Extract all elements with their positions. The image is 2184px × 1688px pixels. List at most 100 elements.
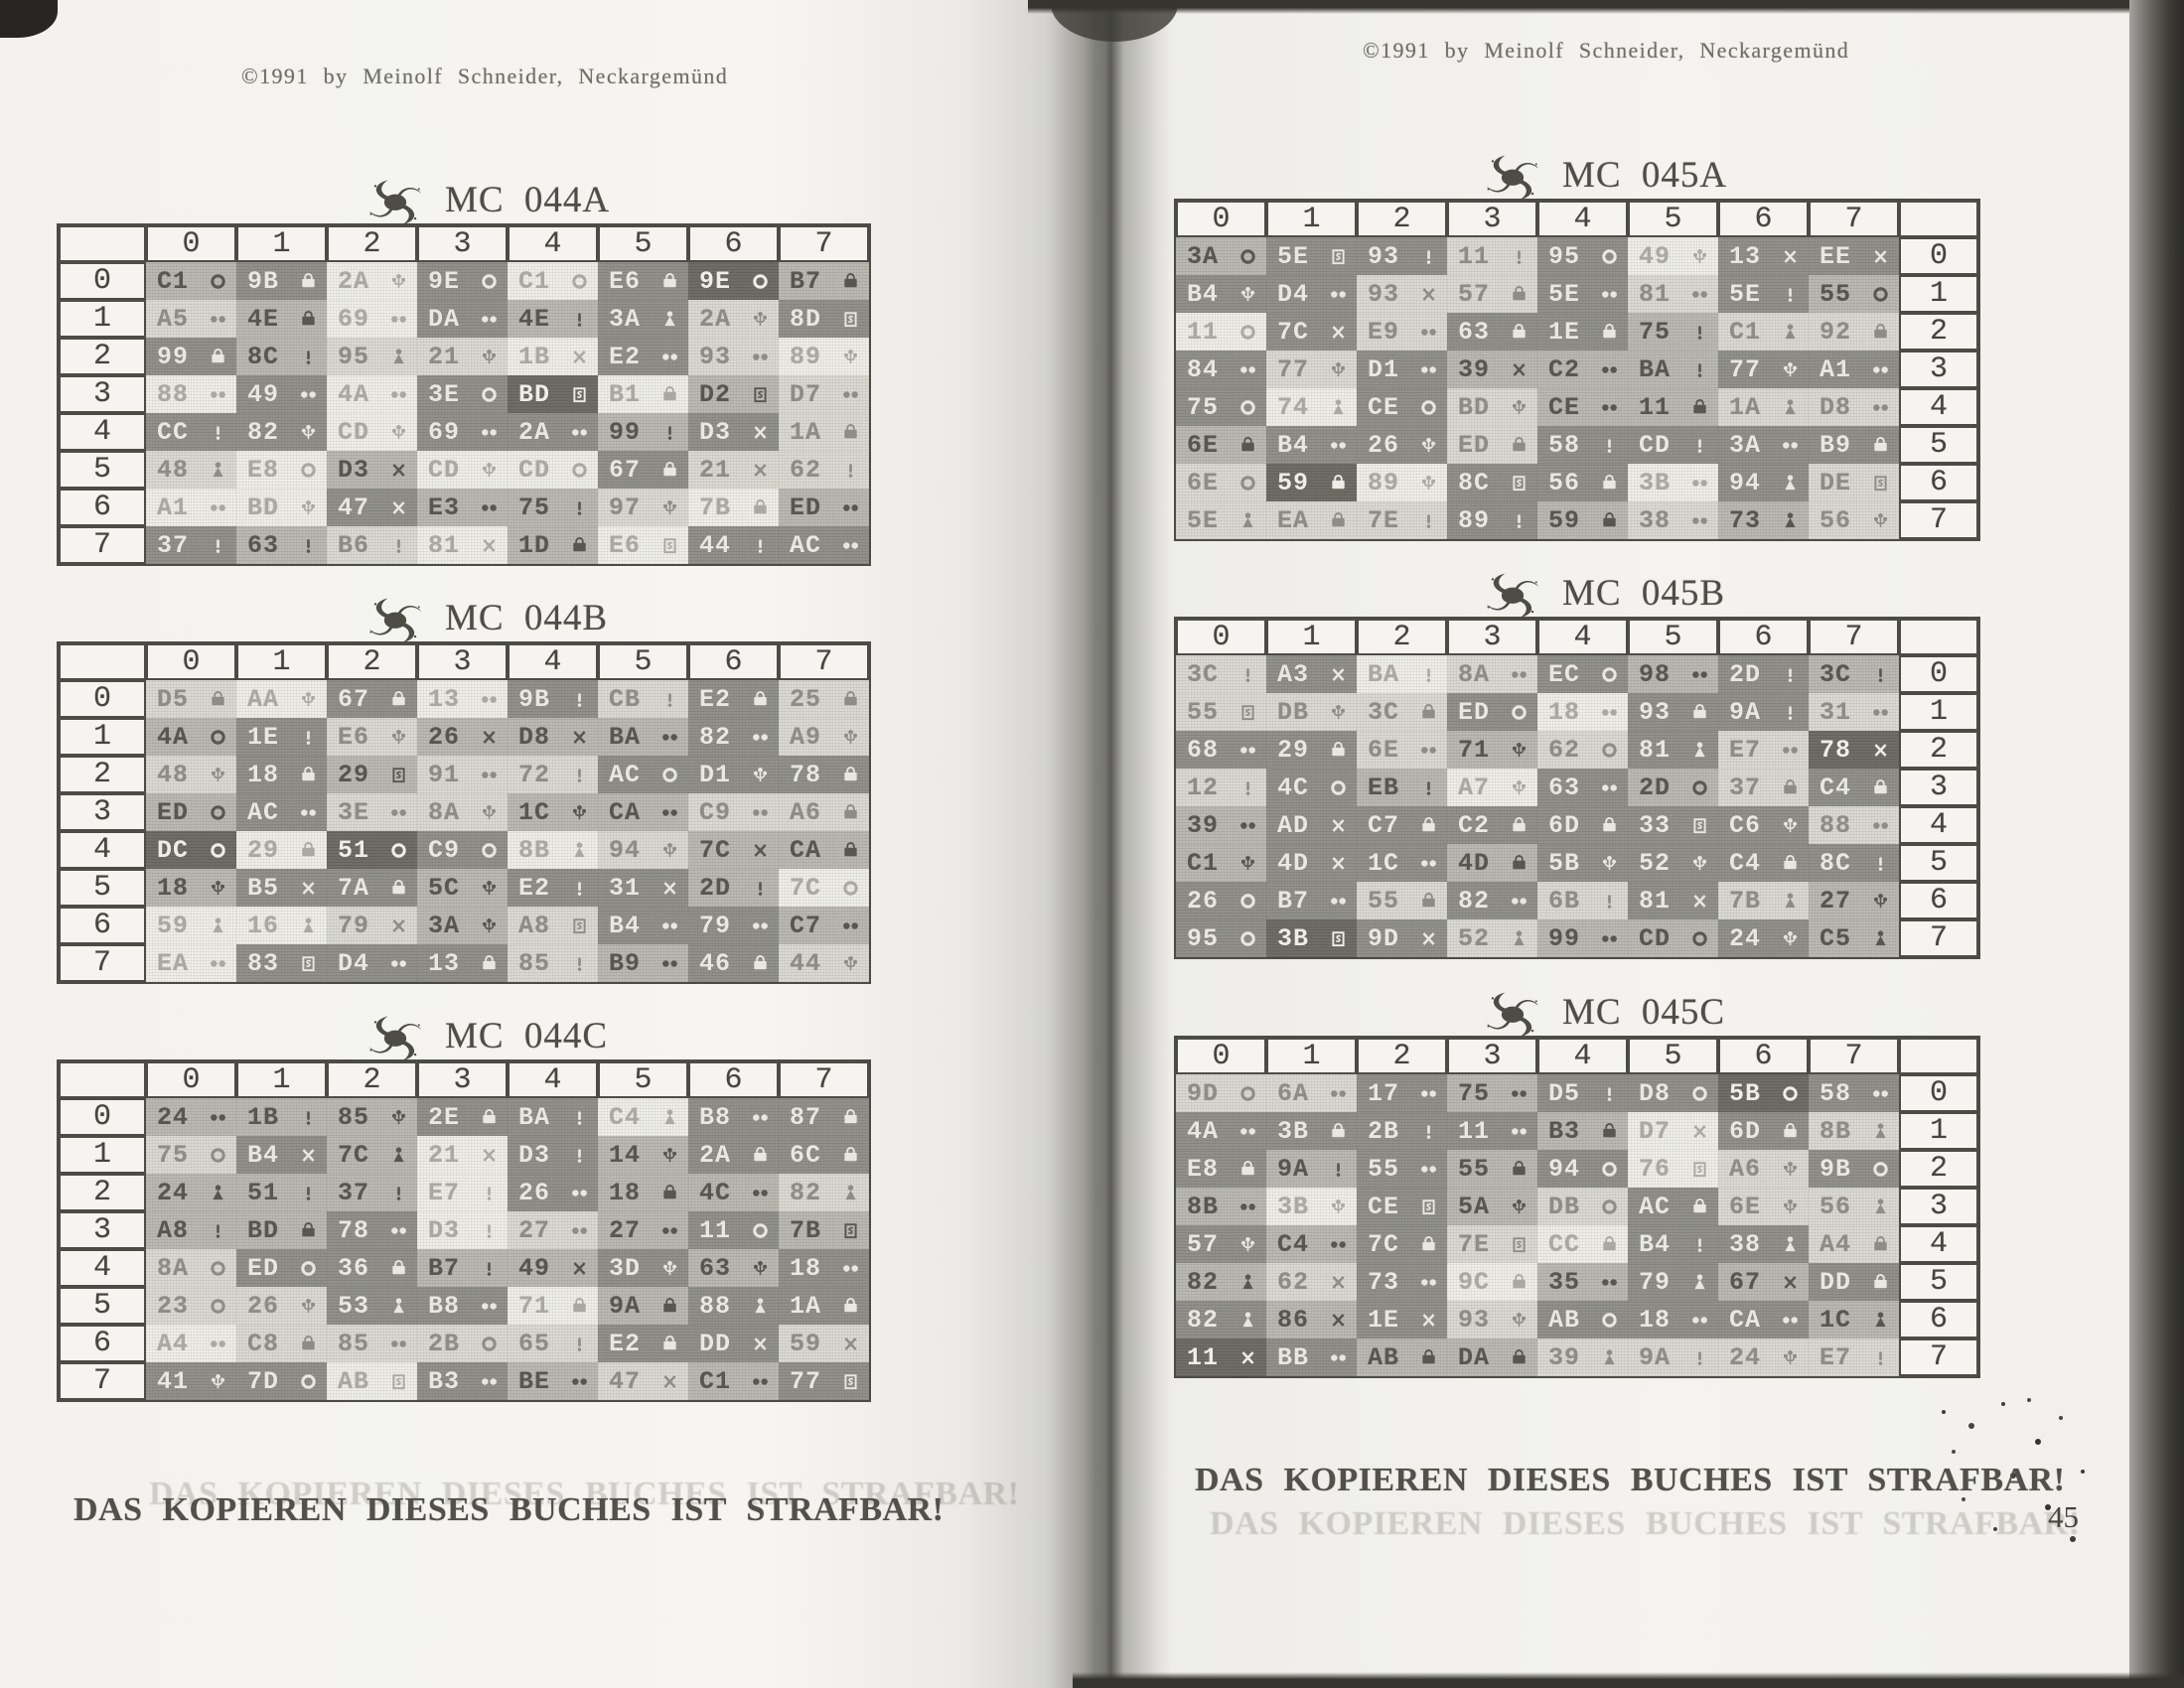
grid-cell: 56 (1809, 1188, 1899, 1225)
cell-hex-value: C2 (1548, 354, 1581, 384)
cell-hex-value: B3 (428, 1366, 461, 1396)
footer-ghost-left: DAS KOPIEREN DIESES BUCHES IST STRAFBAR! (149, 1476, 1020, 1512)
cell-hex-value: 24 (157, 1178, 190, 1207)
grid-cell: 35 (1537, 1263, 1628, 1301)
cell-hex-value: 8B (1187, 1192, 1220, 1221)
code-grid: 0 1 2 3 4 5 6 7 0 24 1B 85 2E BA C4 B8 87 1 75 B4 7C 21 D3 14 2A… (57, 1059, 871, 1402)
col-header: 2 (1357, 201, 1447, 237)
doc-icon (570, 385, 589, 404)
grid-cell: 94 (598, 831, 688, 869)
grid-cell: 24 (146, 1174, 236, 1211)
grid-cell: 5E (1266, 237, 1357, 275)
cell-hex-value: EA (157, 948, 190, 978)
figure-icon (389, 1146, 408, 1165)
cell-hex-value: 11 (1458, 241, 1491, 271)
cell-hex-value: 6D (1548, 810, 1581, 840)
grid-cell: B7 (417, 1249, 508, 1287)
cell-hex-value: 82 (247, 417, 280, 447)
grid-cell: 78 (1809, 731, 1899, 769)
grid-cell: 6D (1718, 1112, 1809, 1150)
case-icon (841, 803, 860, 822)
grid-cell: A4 (1809, 1225, 1899, 1263)
grid-cell: EA (1266, 501, 1357, 539)
doc-icon (570, 916, 589, 935)
grid-cell: 79 (1628, 1263, 1718, 1301)
grid-cell: 62 (779, 451, 869, 489)
cell-hex-value: D5 (1548, 1078, 1581, 1108)
cell-hex-value: 17 (1368, 1078, 1400, 1108)
row-header: 5 (1899, 426, 1978, 464)
col-header: 0 (146, 225, 236, 262)
case-icon (1600, 323, 1619, 342)
col-header: 1 (1266, 1038, 1357, 1074)
ring-icon (1329, 778, 1348, 797)
grid-cell: C4 (1809, 769, 1899, 806)
grid-cell: 26 (1176, 882, 1266, 919)
cell-hex-value: BA (1368, 659, 1400, 689)
figure-icon (841, 1184, 860, 1202)
pin-icon (1690, 436, 1709, 455)
flower-icon (299, 690, 318, 709)
col-header: 3 (417, 225, 508, 262)
grid-cell: 6E (1357, 731, 1447, 769)
pair-icon (1871, 360, 1890, 379)
grid-cell: 11 (1176, 1338, 1266, 1376)
flower-icon (1510, 398, 1529, 417)
grid-cell: A9 (779, 718, 869, 756)
grid-cell: D3 (327, 451, 417, 489)
case-icon (570, 1297, 589, 1316)
cell-hex-value: 81 (1639, 886, 1672, 915)
pair-icon (480, 310, 499, 329)
ring-icon (1510, 703, 1529, 722)
figure-icon (1510, 929, 1529, 948)
grid-cell: C4 (598, 1098, 688, 1136)
cell-hex-value: ED (1458, 430, 1491, 460)
ring-icon (660, 766, 679, 784)
grid-cell: D8 (1628, 1074, 1718, 1112)
cell-hex-value: 2A (699, 1140, 732, 1170)
grid-cell: 38 (1718, 1225, 1809, 1263)
grid-cell: C1 (146, 262, 236, 300)
cell-hex-value: B4 (1187, 279, 1220, 309)
grid-cell: ED (146, 793, 236, 831)
grid-cell: 1B (236, 1098, 327, 1136)
grid-cell: E6 (327, 718, 417, 756)
grid-cell: 48 (146, 756, 236, 793)
grid-cell: AC (598, 756, 688, 793)
pin-icon (570, 498, 589, 517)
grid-cell: 7A (327, 869, 417, 907)
grid-cell: 7B (1718, 882, 1809, 919)
cell-hex-value: 36 (338, 1253, 370, 1283)
ring-icon (1419, 398, 1438, 417)
grid-cell: 8D (779, 300, 869, 338)
pair-icon (1419, 1084, 1438, 1103)
grid-cell: D2 (688, 375, 779, 413)
cell-hex-value: 1A (1729, 392, 1762, 422)
grid-cell: 63 (236, 526, 327, 564)
cell-hex-value: 9D (1368, 923, 1400, 953)
row-header: 3 (59, 375, 146, 413)
pair-icon (1419, 360, 1438, 379)
grid-cell: 9B (236, 262, 327, 300)
grid-cell: 4E (236, 300, 327, 338)
cross-icon (751, 461, 770, 480)
grid-cell: 81 (1628, 882, 1718, 919)
pair-icon (1238, 1122, 1257, 1141)
grid-cell: 55 (1176, 693, 1266, 731)
grid-cell: 8B (508, 831, 598, 869)
flower-icon (660, 498, 679, 517)
grid-cell: BD (1447, 388, 1537, 426)
cell-hex-value: 76 (1639, 1154, 1672, 1184)
grid-cell: 5E (1176, 501, 1266, 539)
figure-icon (1690, 1273, 1709, 1292)
cross-icon (1419, 1311, 1438, 1330)
doc-icon (299, 954, 318, 973)
cross-icon (570, 348, 589, 366)
cell-hex-value: B4 (1639, 1229, 1672, 1259)
col-header: 0 (1176, 201, 1266, 237)
grid-cell: D3 (688, 413, 779, 451)
grid-cell: AC (236, 793, 327, 831)
cell-hex-value: 4D (1277, 848, 1310, 878)
grid-cell: 11 (1447, 237, 1537, 275)
grid-cell: 5E (1537, 275, 1628, 313)
